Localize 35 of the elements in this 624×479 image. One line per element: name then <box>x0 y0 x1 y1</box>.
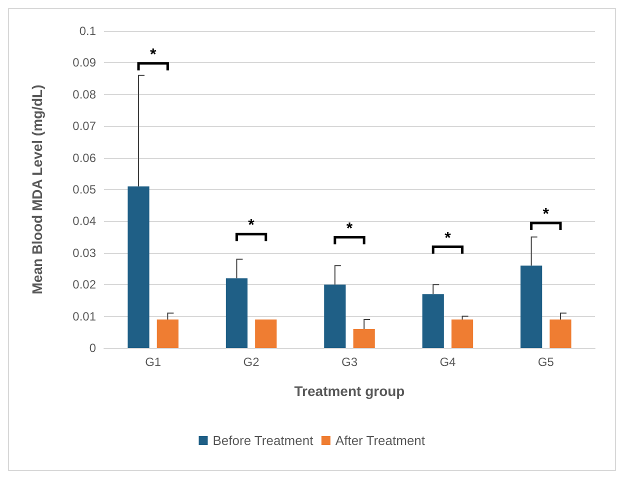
bar <box>156 319 178 348</box>
y-tick-label: 0.09 <box>72 56 96 70</box>
y-tick-label: 0.04 <box>72 214 96 228</box>
bar <box>324 284 346 348</box>
annotation: * <box>444 230 452 247</box>
annotation: * <box>542 206 550 224</box>
y-tick-label: 0.06 <box>72 150 96 165</box>
x-axis-title: Treatment group <box>294 383 405 399</box>
y-tick-label: 0.08 <box>72 87 96 102</box>
x-tick-label: G5 <box>538 355 554 369</box>
y-axis-title: Mean Blood MDA Level (mg/dL) <box>29 84 45 294</box>
bar <box>422 294 444 348</box>
bar <box>451 319 474 348</box>
y-tick-label: 0.05 <box>72 182 96 196</box>
y-tick-label: 0 <box>89 341 96 355</box>
annotation: * <box>150 46 157 64</box>
x-tick-label: G4 <box>440 355 456 369</box>
y-tick-label: 0.02 <box>72 278 96 292</box>
annotation: * <box>248 217 256 234</box>
bar <box>226 278 248 348</box>
y-tick-label: 0.07 <box>72 119 96 134</box>
x-tick-label: G3 <box>341 355 358 369</box>
legend-label: After Treatment <box>335 433 426 448</box>
bar <box>255 319 277 348</box>
bar <box>128 186 150 348</box>
x-tick-label: G2 <box>243 355 260 369</box>
bar <box>353 328 375 348</box>
y-tick-label: 0.03 <box>72 246 96 260</box>
bar <box>550 319 572 348</box>
legend-label: Before Treatment <box>212 433 314 448</box>
x-tick-label: G1 <box>145 355 162 369</box>
annotation: * <box>346 220 354 238</box>
y-tick-label: 0.01 <box>72 309 96 324</box>
bar <box>520 266 542 348</box>
y-tick-label: 0.1 <box>79 24 96 38</box>
